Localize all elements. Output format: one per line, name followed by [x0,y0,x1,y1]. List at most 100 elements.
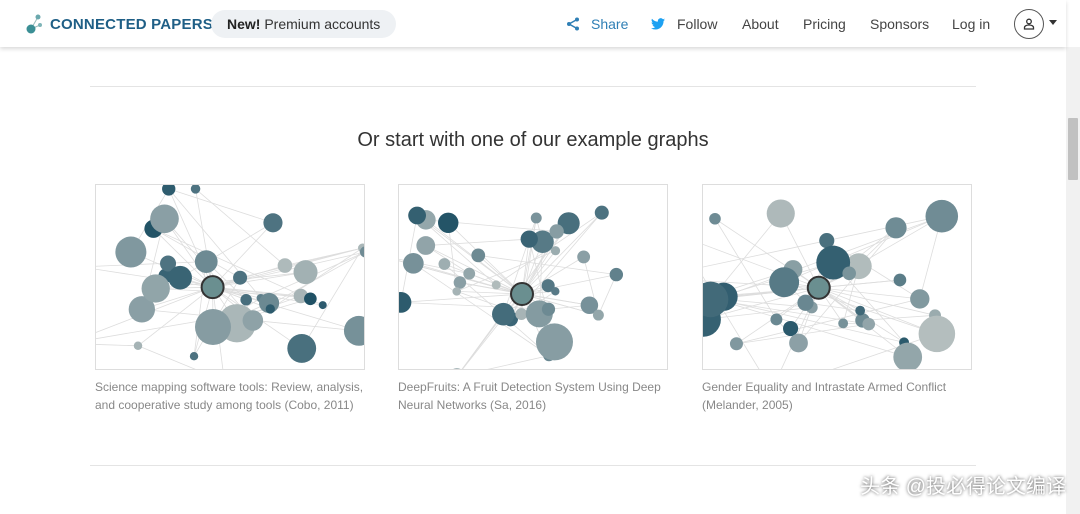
graph-node [491,280,501,290]
pricing-link[interactable]: Pricing [803,15,846,32]
graph-node [195,308,231,345]
graph-node [770,313,783,326]
graph-node [115,236,147,268]
graph-thumbnail[interactable] [95,184,365,370]
graph-thumbnail[interactable] [702,184,972,370]
graph-node [160,255,177,272]
example-graph-card[interactable]: DeepFruits: A Fruit Detection System Usi… [398,184,668,414]
graph-preview [399,205,624,369]
graph-node [240,294,252,306]
graph-node [128,296,156,323]
graph-edge [478,254,617,275]
graph-node [609,267,624,282]
graph-node [408,206,426,225]
graph-edge [598,274,617,316]
premium-accounts-button[interactable]: New! Premium accounts [211,10,397,38]
graph-node [416,236,436,255]
origin-node [200,275,225,300]
scrollbar[interactable] [1066,47,1080,514]
graph-edge [703,276,760,369]
graph-node [168,265,192,290]
graph-node [359,246,364,258]
graph-node [287,333,317,363]
scrollbar-thumb[interactable] [1068,118,1078,180]
graph-edge [96,261,207,267]
login-link[interactable]: Log in [952,15,991,32]
graph-edge [168,188,271,310]
user-menu-button[interactable] [1014,9,1044,39]
graph-edge [425,245,523,295]
graph-node [819,233,835,249]
graph-node [190,185,201,194]
sponsors-link[interactable]: Sponsors [870,15,930,32]
graph-node [709,212,721,225]
graph-node [194,250,218,273]
graph-node [233,270,248,285]
graph-edge [818,287,920,300]
graph-node [343,315,364,346]
graph-node [403,252,424,274]
twitter-icon [651,17,665,30]
graph-edge [461,313,504,369]
graph-node [541,302,556,316]
graph-edge [521,212,603,295]
graph-node [515,308,528,321]
examples-heading: Or start with one of our example graphs [357,129,709,151]
graph-node [703,281,729,318]
graph-edge [96,344,139,347]
graph-edge [447,222,523,295]
graph-node [304,292,317,306]
graph-edge [736,298,920,345]
graph-edge [400,293,523,303]
example-caption[interactable]: Science mapping software tools: Review, … [95,380,364,412]
graph-node [492,302,515,326]
graph-node [242,310,264,331]
graph-node [893,342,923,369]
graph-node [453,276,467,289]
graph-node [263,213,283,233]
graph-node [918,315,956,353]
graph-edge [153,228,213,288]
graph-edge [798,227,897,344]
logo[interactable]: CONNECTED PAPERS [26,13,213,35]
graph-node [318,301,327,310]
graph-node [293,260,318,285]
graph-node [453,368,461,369]
graph-edge [137,286,213,347]
top-navbar: CONNECTED PAPERS New! Premium accounts S… [0,0,1066,47]
graph-node [471,248,486,263]
promo-new-label: New! [227,16,261,32]
graph-node [141,274,170,303]
example-graph-card[interactable]: Science mapping software tools: Review, … [95,184,365,414]
graph-edge [707,296,905,343]
graph-edge [862,314,936,321]
graph-node [816,245,851,280]
follow-link[interactable]: Follow [651,0,717,47]
user-icon [1023,18,1035,30]
graph-node [438,258,451,270]
example-caption[interactable]: DeepFruits: A Fruit Detection System Usi… [398,380,661,412]
graph-preview [96,185,364,369]
graph-edge [413,262,550,356]
graph-node [893,273,907,287]
graph-thumbnail[interactable] [398,184,668,370]
graph-node [438,212,459,234]
about-link[interactable]: About [742,15,779,32]
graph-node [150,204,179,234]
graph-node [842,266,856,281]
follow-label: Follow [677,15,718,32]
example-graph-card[interactable]: Gender Equality and Intrastate Armed Con… [702,184,972,414]
graph-edge [179,222,274,279]
share-link[interactable]: Share [566,0,628,47]
graph-node [452,287,461,296]
graph-node [592,309,604,321]
graph-node [769,267,800,298]
graph-node [520,230,538,248]
graph-node [551,287,560,296]
chevron-down-icon[interactable] [1049,20,1057,25]
graph-edge [301,247,363,349]
graph-edge [736,323,869,345]
graph-edge [714,218,777,320]
graph-node [766,199,795,228]
example-caption[interactable]: Gender Equality and Intrastate Armed Con… [702,380,947,412]
